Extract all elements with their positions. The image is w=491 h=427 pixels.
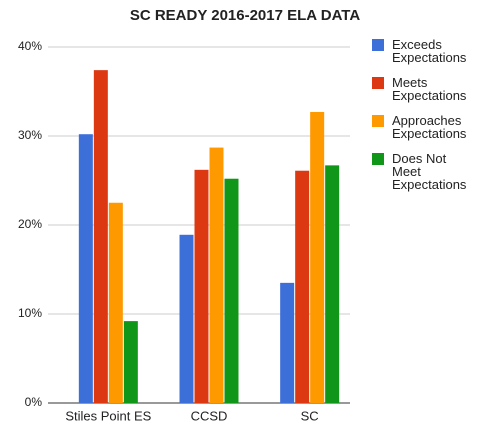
legend-swatch (372, 77, 384, 89)
bar (93, 70, 108, 403)
legend-item: Approaches Expectations (372, 114, 487, 140)
legend-item: Meets Expectations (372, 76, 487, 102)
legend-item: Does Not Meet Expectations (372, 152, 487, 191)
y-tick-label: 30% (18, 128, 42, 142)
legend-item: Exceeds Expectations (372, 38, 487, 64)
bar (78, 134, 93, 403)
bar (209, 147, 224, 403)
legend-swatch (372, 115, 384, 127)
legend-swatch (372, 153, 384, 165)
legend-label: Exceeds Expectations (392, 37, 467, 65)
y-tick-label: 40% (18, 39, 42, 53)
legend-label: Does Not Meet Expectations (392, 151, 467, 192)
x-tick-label: Stiles Point ES (65, 408, 151, 423)
bar (224, 178, 239, 403)
bar (295, 170, 310, 403)
bar (179, 234, 194, 403)
legend-label: Approaches Expectations (392, 113, 467, 141)
bar (310, 111, 325, 403)
legend: Exceeds Expectations Meets Expectations Ap… (372, 38, 487, 203)
y-tick-label: 20% (18, 217, 42, 231)
x-tick-label: SC (301, 408, 319, 423)
x-tick-label: CCSD (191, 408, 228, 423)
chart-title: SC READY 2016-2017 ELA DATA (130, 7, 361, 24)
bar (108, 202, 123, 403)
legend-label: Meets Expectations (392, 75, 467, 103)
y-tick-label: 10% (18, 306, 42, 320)
bar (280, 282, 295, 403)
legend-swatch (372, 39, 384, 51)
bar (123, 321, 138, 403)
bar (325, 165, 340, 403)
bar (194, 169, 209, 403)
y-tick-label: 0% (25, 395, 43, 409)
